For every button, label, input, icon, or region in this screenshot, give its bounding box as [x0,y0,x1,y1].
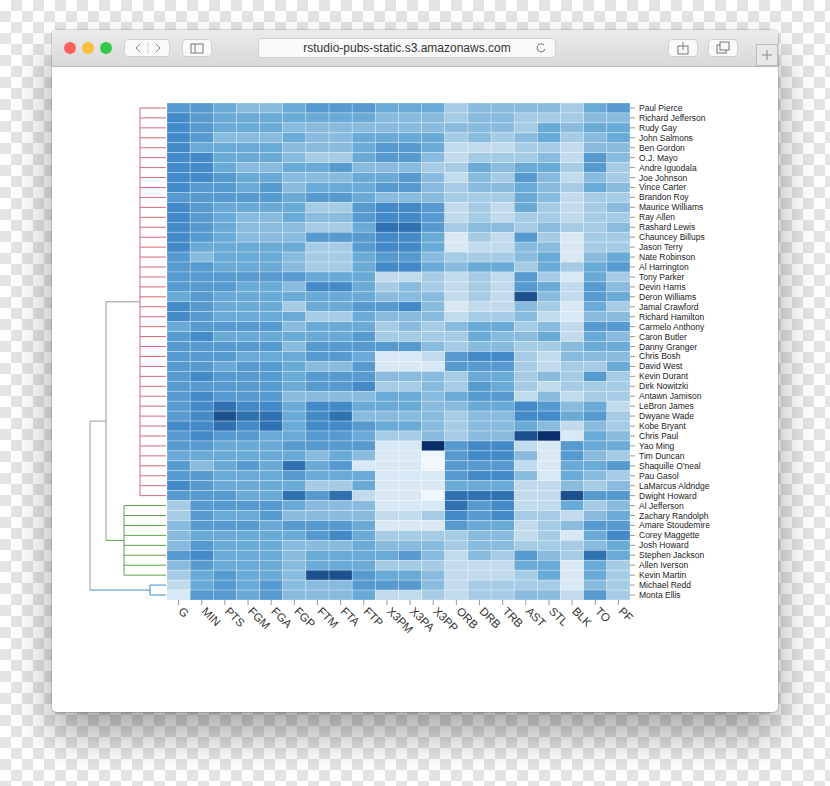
svg-text:FGA: FGA [269,605,294,630]
svg-text:Zachary Randolph: Zachary Randolph [639,511,709,521]
svg-text:Kevin Martin: Kevin Martin [639,570,687,580]
svg-text:Kevin Durant: Kevin Durant [639,371,689,381]
svg-text:FTP: FTP [362,605,386,629]
svg-text:Al Jefferson: Al Jefferson [639,501,684,511]
svg-text:Al Harrington: Al Harrington [639,262,689,272]
svg-text:Deron Williams: Deron Williams [639,292,696,302]
svg-text:FTA: FTA [339,605,362,628]
svg-text:Andre Iguodala: Andre Iguodala [639,163,697,173]
svg-text:Maurice Williams: Maurice Williams [639,202,703,212]
svg-text:Jamal Crawford: Jamal Crawford [639,302,699,312]
svg-text:MIN: MIN [200,605,223,628]
svg-text:Antawn Jamison: Antawn Jamison [639,391,702,401]
svg-text:Stephen Jackson: Stephen Jackson [639,550,704,560]
svg-text:Carmelo Anthony: Carmelo Anthony [639,322,705,332]
svg-text:STL: STL [547,605,571,629]
svg-text:Chris Bosh: Chris Bosh [639,351,681,361]
svg-text:Dwyane Wade: Dwyane Wade [639,411,694,421]
svg-text:PF: PF [616,605,635,624]
svg-text:Paul Pierce: Paul Pierce [639,103,683,113]
svg-text:FGM: FGM [246,605,273,632]
svg-text:Josh Howard: Josh Howard [639,540,689,550]
svg-text:LeBron James: LeBron James [639,401,694,411]
svg-text:Danny Granger: Danny Granger [639,342,697,352]
svg-text:David West: David West [639,361,683,371]
svg-text:BLK: BLK [570,605,594,629]
svg-text:ORB: ORB [454,605,480,631]
svg-text:Dwight Howard: Dwight Howard [639,491,697,501]
svg-text:Shaquille O'neal: Shaquille O'neal [639,461,701,471]
svg-text:Corey Maggette: Corey Maggette [639,530,700,540]
svg-text:Chris Paul: Chris Paul [639,431,678,441]
svg-text:Brandon Roy: Brandon Roy [639,192,689,202]
svg-text:G: G [176,605,191,620]
svg-text:TO: TO [593,605,613,625]
svg-text:Jason Terry: Jason Terry [639,242,684,252]
svg-text:Allen Iverson: Allen Iverson [639,560,688,570]
svg-text:Devin Harris: Devin Harris [639,282,686,292]
svg-text:LaMarcus Aldridge: LaMarcus Aldridge [639,481,710,491]
svg-text:PTS: PTS [223,605,248,630]
svg-text:Vince Carter: Vince Carter [639,182,686,192]
svg-text:Rudy Gay: Rudy Gay [639,123,678,133]
svg-text:X3PP: X3PP [431,605,461,635]
svg-text:Dirk Nowitzki: Dirk Nowitzki [639,381,688,391]
svg-text:X3PM: X3PM [384,604,416,636]
svg-text:Amare Stoudemire: Amare Stoudemire [639,520,710,530]
svg-text:AST: AST [524,605,548,629]
svg-text:Michael Redd: Michael Redd [639,580,691,590]
svg-text:FGP: FGP [292,605,317,630]
svg-text:TRB: TRB [501,605,526,630]
svg-text:DRB: DRB [477,605,503,631]
svg-text:Yao Ming: Yao Ming [639,441,675,451]
svg-text:Caron Butler: Caron Butler [639,332,687,342]
svg-text:Pau Gasol: Pau Gasol [639,471,679,481]
svg-text:Ray Allen: Ray Allen [639,212,675,222]
svg-text:Ben Gordon: Ben Gordon [639,143,685,153]
svg-text:FTM: FTM [315,605,340,630]
svg-text:X3PA: X3PA [408,605,437,634]
svg-text:Richard Jefferson: Richard Jefferson [639,113,706,123]
svg-text:Kobe Bryant: Kobe Bryant [639,421,686,431]
svg-text:John Salmons: John Salmons [639,133,693,143]
html-text:rstudio-pubs-static.s3.amazona: rstudio-pubs-static.s3.amazonaws.com [303,41,511,55]
svg-text:Nate Robinson: Nate Robinson [639,252,696,262]
svg-text:Richard Hamilton: Richard Hamilton [639,312,704,322]
svg-text:Tim Duncan: Tim Duncan [639,451,685,461]
svg-text:Rashard Lewis: Rashard Lewis [639,222,695,232]
svg-text:Joe Johnson: Joe Johnson [639,173,687,183]
svg-text:Monta Ellis: Monta Ellis [639,590,681,600]
svg-text:Chauncey Billups: Chauncey Billups [639,232,705,242]
svg-text:Tony Parker: Tony Parker [639,272,685,282]
svg-text:O.J. Mayo: O.J. Mayo [639,153,678,163]
